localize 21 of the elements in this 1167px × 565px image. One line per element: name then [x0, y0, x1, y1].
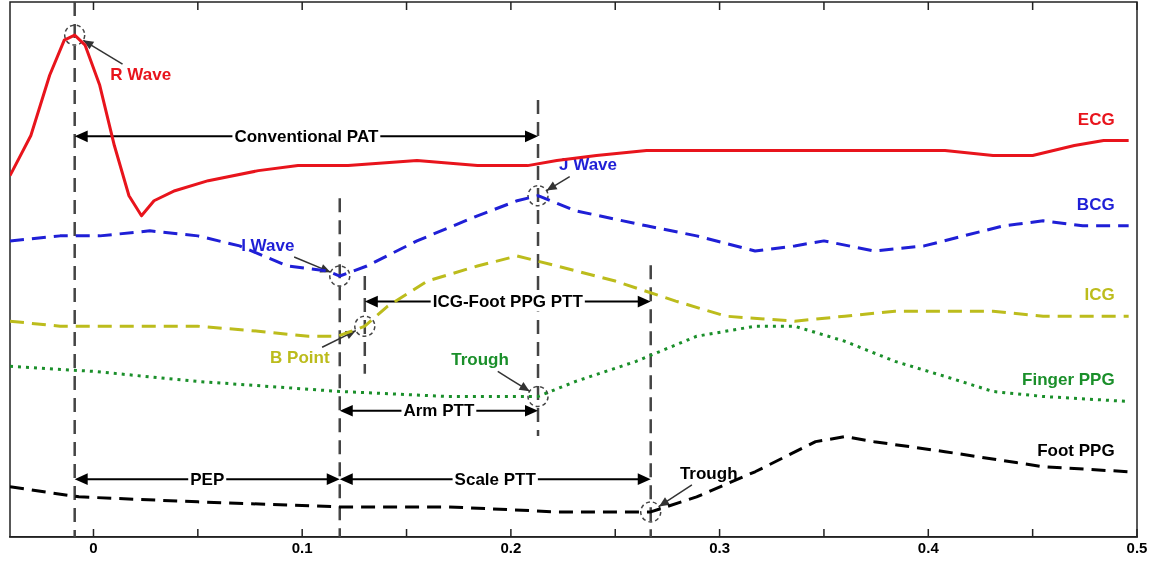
annotation: R Wave: [110, 64, 172, 84]
series-label: Foot PPG: [1037, 440, 1115, 460]
annotation: Trough: [451, 350, 509, 370]
series-label: Finger PPG: [1022, 370, 1115, 390]
annotation: PEP: [190, 469, 225, 489]
annotation: I Wave: [241, 235, 295, 255]
x-tick-label: 0: [89, 539, 98, 557]
x-tick-label: 0.4: [917, 539, 940, 557]
series-label: ICG: [1084, 285, 1115, 305]
x-tick-label: 0.2: [500, 539, 522, 557]
annotation: Arm PTT: [403, 401, 475, 421]
annotation: Scale PTT: [454, 469, 537, 489]
x-tick-label: 0.1: [291, 539, 313, 557]
annotation: B Point: [270, 347, 330, 367]
annotation: Trough: [679, 463, 738, 483]
x-tick-label: 0.3: [709, 539, 731, 557]
x-tick-label: 0.5: [1126, 539, 1148, 557]
annotation: Conventional PAT: [234, 126, 379, 146]
series-label: ECG: [1077, 109, 1115, 129]
annotation: ICG-Foot PPG PTT: [432, 292, 584, 312]
series-label: BCG: [1076, 194, 1115, 214]
